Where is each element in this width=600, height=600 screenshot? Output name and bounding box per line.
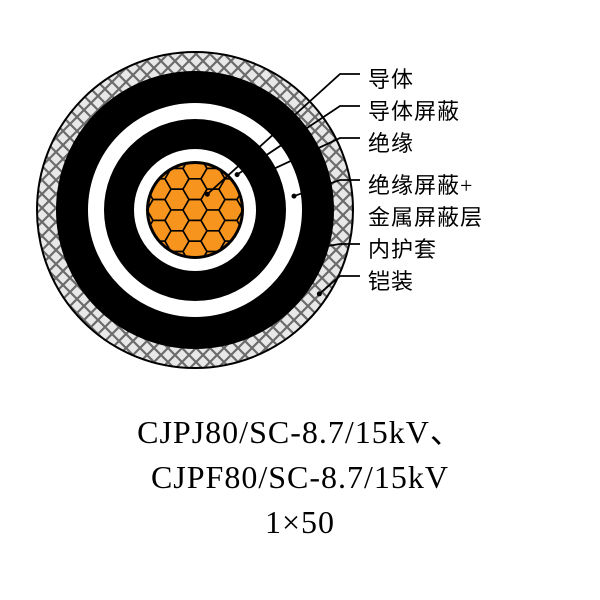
caption-line-2: CJPF80/SC-8.7/15kV xyxy=(0,455,600,500)
caption-line-3: 1×50 xyxy=(0,500,600,545)
layer-label: 内护套 xyxy=(368,232,437,264)
caption-line-1: CJPJ80/SC-8.7/15kV、 xyxy=(0,410,600,455)
layer-label: 导体 xyxy=(368,62,414,94)
layer-label: 绝缘 xyxy=(368,126,414,158)
layer-label: 金属屏蔽层 xyxy=(368,200,483,232)
layer-label: 导体屏蔽 xyxy=(368,94,460,126)
caption: CJPJ80/SC-8.7/15kV、 CJPF80/SC-8.7/15kV 1… xyxy=(0,410,600,544)
diagram-svg xyxy=(0,40,600,380)
cable-cross-section-diagram xyxy=(0,40,600,380)
layer-label: 绝缘屏蔽+ xyxy=(368,168,473,200)
layer-label: 铠装 xyxy=(368,264,414,296)
